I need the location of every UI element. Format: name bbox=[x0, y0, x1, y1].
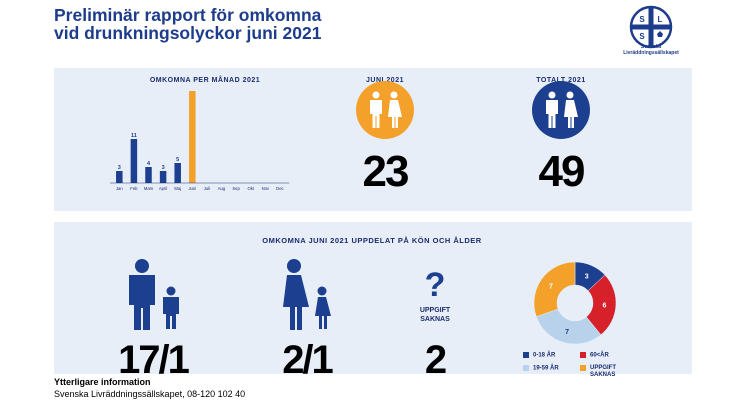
title-line-1: Preliminär rapport för omkomna bbox=[54, 5, 322, 25]
month-label-sep: Sep bbox=[232, 186, 240, 191]
report-title: Preliminär rapport för omkomna vid drunk… bbox=[54, 6, 321, 42]
age-donut-chart: 3 6 7 7 bbox=[533, 261, 617, 345]
bar-juni bbox=[189, 91, 196, 183]
legend-label-unknown-2: SAKNAS bbox=[590, 372, 616, 378]
logo-name-line-1: Svenska bbox=[640, 44, 662, 50]
month-label-jan: Jan bbox=[116, 186, 123, 191]
bar-mars bbox=[145, 167, 152, 183]
title-line-2: vid drunkningsolyckor juni 2021 bbox=[54, 23, 322, 43]
bar-value-juni: 23 bbox=[189, 94, 195, 100]
footer-heading: Ytterligare information bbox=[54, 377, 151, 387]
logo-letter-1: S bbox=[639, 15, 645, 24]
month-label-okt: Okt bbox=[247, 186, 254, 191]
total-people-icon bbox=[532, 81, 590, 139]
month-label-feb: Feb bbox=[130, 186, 138, 191]
bar-value-mars: 4 bbox=[147, 161, 151, 167]
month-label-nov: Nov bbox=[262, 186, 270, 191]
sls-logo: S L S bbox=[629, 5, 673, 49]
bar-maj bbox=[174, 163, 181, 183]
question-mark-icon: ? bbox=[424, 266, 446, 304]
woman-and-girl-icon bbox=[283, 259, 331, 330]
bar-value-april: 3 bbox=[162, 165, 165, 171]
bar-feb bbox=[130, 139, 138, 183]
month-label-aug: Aug bbox=[218, 186, 226, 191]
legend-label-0-18: 0-18 ÅR bbox=[533, 352, 556, 359]
legend-swatch-navy bbox=[523, 352, 529, 358]
bar-value-maj: 5 bbox=[176, 157, 179, 163]
legend-0-18: 0-18 ÅR bbox=[523, 352, 555, 359]
month-label-april: April bbox=[159, 186, 167, 191]
logo-name: Svenska Livräddningssällskapet bbox=[606, 44, 696, 56]
legend-label-60-plus: 60<ÅR bbox=[590, 352, 609, 359]
man-and-boy-icon bbox=[129, 259, 179, 330]
bar-april bbox=[159, 171, 167, 183]
legend-unknown: UPPGIFT SAKNAS bbox=[580, 365, 616, 379]
month-label-juli: Juli bbox=[204, 186, 210, 191]
breakdown-heading: OMKOMNA JUNI 2021 UPPDELAT PÅ KÖN OCH ÅL… bbox=[262, 236, 482, 245]
legend-19-59: 19-59 ÅR bbox=[523, 365, 559, 372]
bar-value-feb: 11 bbox=[131, 133, 137, 139]
donut-label-3: 7 bbox=[549, 283, 553, 290]
legend-swatch-lightblue bbox=[523, 365, 529, 371]
logo-letter-2: L bbox=[658, 15, 663, 24]
june-heading: JUNI 2021 bbox=[366, 77, 404, 84]
bar-jan bbox=[116, 171, 123, 183]
unknown-label-line-2: SAKNAS bbox=[420, 316, 450, 323]
unknown-count: 2 bbox=[424, 338, 447, 382]
month-label-dec: Dec bbox=[276, 186, 283, 191]
men-count: 17/1 bbox=[118, 338, 190, 382]
crown-icon bbox=[657, 31, 663, 37]
bar-value-jan: 3 bbox=[118, 165, 121, 171]
breakdown-panel bbox=[54, 222, 692, 374]
footer-contact: Svenska Livräddningssällskapet, 08-120 1… bbox=[54, 389, 246, 399]
legend-swatch-red bbox=[580, 352, 586, 358]
month-label-juni: Juni bbox=[188, 186, 196, 191]
unknown-label-line-1: UPPGIFT bbox=[419, 307, 451, 314]
june-people-icon bbox=[356, 81, 414, 139]
donut-slice-2 bbox=[536, 308, 602, 345]
donut-label-1: 6 bbox=[602, 303, 606, 310]
legend-label-unknown-1: UPPGIFT bbox=[590, 365, 617, 371]
donut-label-0: 3 bbox=[585, 273, 589, 280]
month-label-maj: Maj bbox=[174, 186, 181, 191]
monthly-bar-chart: 3 Jan 11 Feb 4 Mars 3 April 5 Maj 23 Juni Juli Aug Sep… bbox=[110, 91, 290, 191]
logo-name-line-2: Livräddningssällskapet bbox=[623, 50, 679, 56]
monthly-chart-heading: OMKOMNA PER MÅNAD 2021 bbox=[149, 77, 261, 84]
donut-label-2: 7 bbox=[565, 329, 569, 336]
donut-slice-3 bbox=[533, 261, 576, 318]
month-label-mars: Mars bbox=[144, 186, 153, 191]
women-count: 2/1 bbox=[282, 338, 334, 382]
total-heading: TOTALT 2021 bbox=[536, 77, 586, 84]
legend-swatch-orange bbox=[580, 365, 586, 371]
unknown-label: UPPGIFT SAKNAS bbox=[405, 306, 465, 324]
legend-label-19-59: 19-59 ÅR bbox=[533, 365, 559, 372]
logo-letter-3: S bbox=[639, 32, 645, 41]
legend-60-plus: 60<ÅR bbox=[580, 352, 609, 359]
june-total-value: 23 bbox=[362, 147, 410, 196]
year-total-value: 49 bbox=[538, 147, 586, 196]
